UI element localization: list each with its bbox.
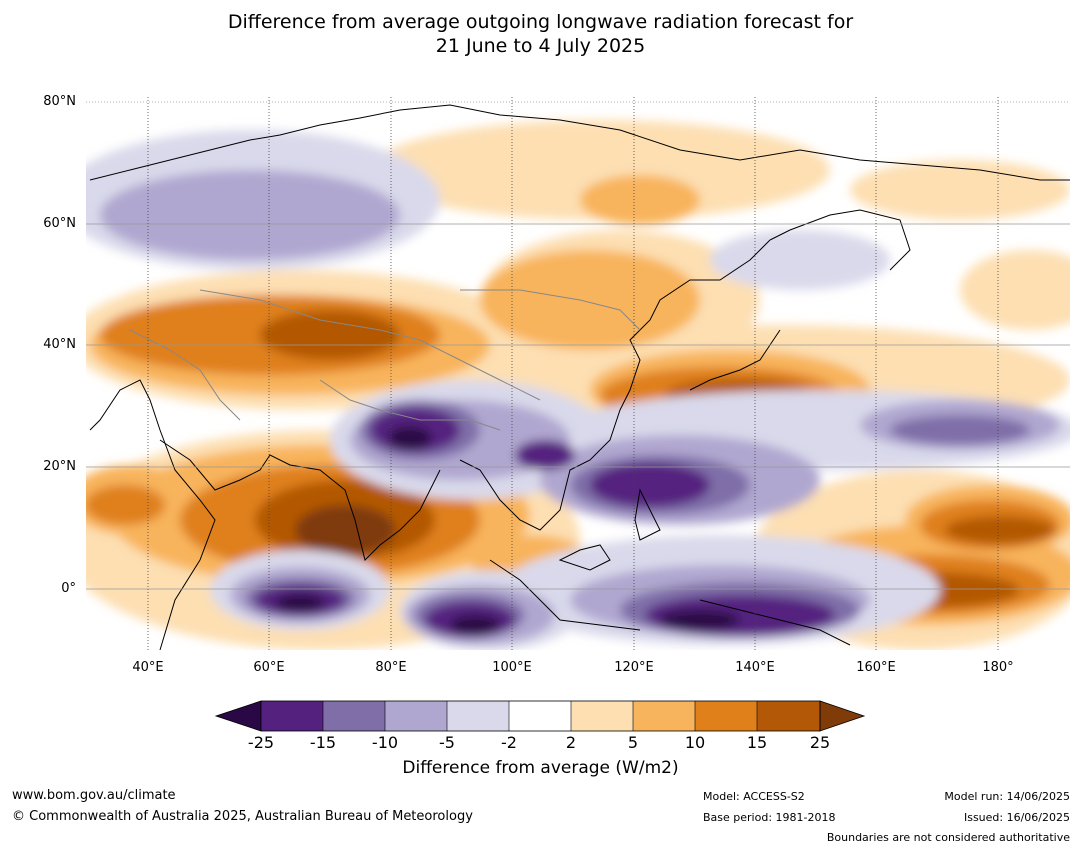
colorbar-tick: 25: [809, 733, 831, 752]
colorbar-bin-9: [757, 701, 820, 731]
website-link[interactable]: www.bom.gov.au/climate: [12, 788, 176, 803]
boundaries-disclaimer: Boundaries are not considered authoritat…: [826, 831, 1070, 844]
lon-label-140e: 140°E: [735, 660, 775, 675]
colorbar-bin-6: [571, 701, 633, 731]
colorbar-tick: -25: [247, 733, 275, 752]
lon-label-120e: 120°E: [614, 660, 654, 675]
colorbar-upper-extension: [819, 700, 866, 732]
copyright-text: © Commonwealth of Australia 2025, Austra…: [12, 809, 473, 824]
lat-label-60n: 60°N: [43, 216, 76, 231]
lat-label-0: 0°: [61, 581, 76, 596]
lon-label-80e: 80°E: [375, 660, 407, 675]
lon-label-60e: 60°E: [253, 660, 285, 675]
colorbar-tick: 5: [627, 733, 639, 752]
colorbar-label: Difference from average (W/m2): [402, 758, 679, 778]
lon-label-100e: 100°E: [492, 660, 532, 675]
lat-label-40n: 40°N: [43, 337, 76, 352]
graticule: [86, 97, 1070, 650]
colorbar-tick: 15: [746, 733, 768, 752]
colorbar-tick: -10: [371, 733, 399, 752]
colorbar-tick: 10: [684, 733, 706, 752]
coastlines: [89, 104, 1070, 650]
colorbar-bin-3: [385, 701, 447, 731]
anomaly-shading: [86, 120, 1070, 650]
colorbar-bin-5: [509, 701, 571, 731]
colorbar-tick: -2: [501, 733, 517, 752]
issued-date: Issued: 16/06/2025: [963, 811, 1070, 824]
colorbar: [214, 700, 866, 732]
model-run-date: Model run: 14/06/2025: [944, 790, 1070, 803]
model-name: Model: ACCESS-S2: [703, 790, 805, 803]
colorbar-tick: -15: [309, 733, 337, 752]
lon-label-160e: 160°E: [856, 660, 896, 675]
lat-label-20n: 20°N: [43, 459, 76, 474]
colorbar-bin-4: [447, 701, 509, 731]
colorbar-lower-extension: [214, 700, 262, 732]
colorbar-bin-2: [323, 701, 385, 731]
colorbar-tick: 2: [565, 733, 577, 752]
chart-title-line-1: Difference from average outgoing longwav…: [227, 11, 854, 33]
colorbar-bin-7: [633, 701, 695, 731]
base-period: Base period: 1981-2018: [703, 811, 836, 824]
colorbar-tick: -5: [439, 733, 455, 752]
colorbar-bin-8: [695, 701, 757, 731]
chart-title-line-2: 21 June to 4 July 2025: [435, 35, 646, 57]
country-borders: [129, 289, 641, 431]
lat-label-80n: 80°N: [43, 94, 76, 109]
colorbar-bin-1: [261, 701, 323, 731]
lon-label-40e: 40°E: [132, 660, 164, 675]
lon-label-180: 180°: [982, 660, 1014, 675]
